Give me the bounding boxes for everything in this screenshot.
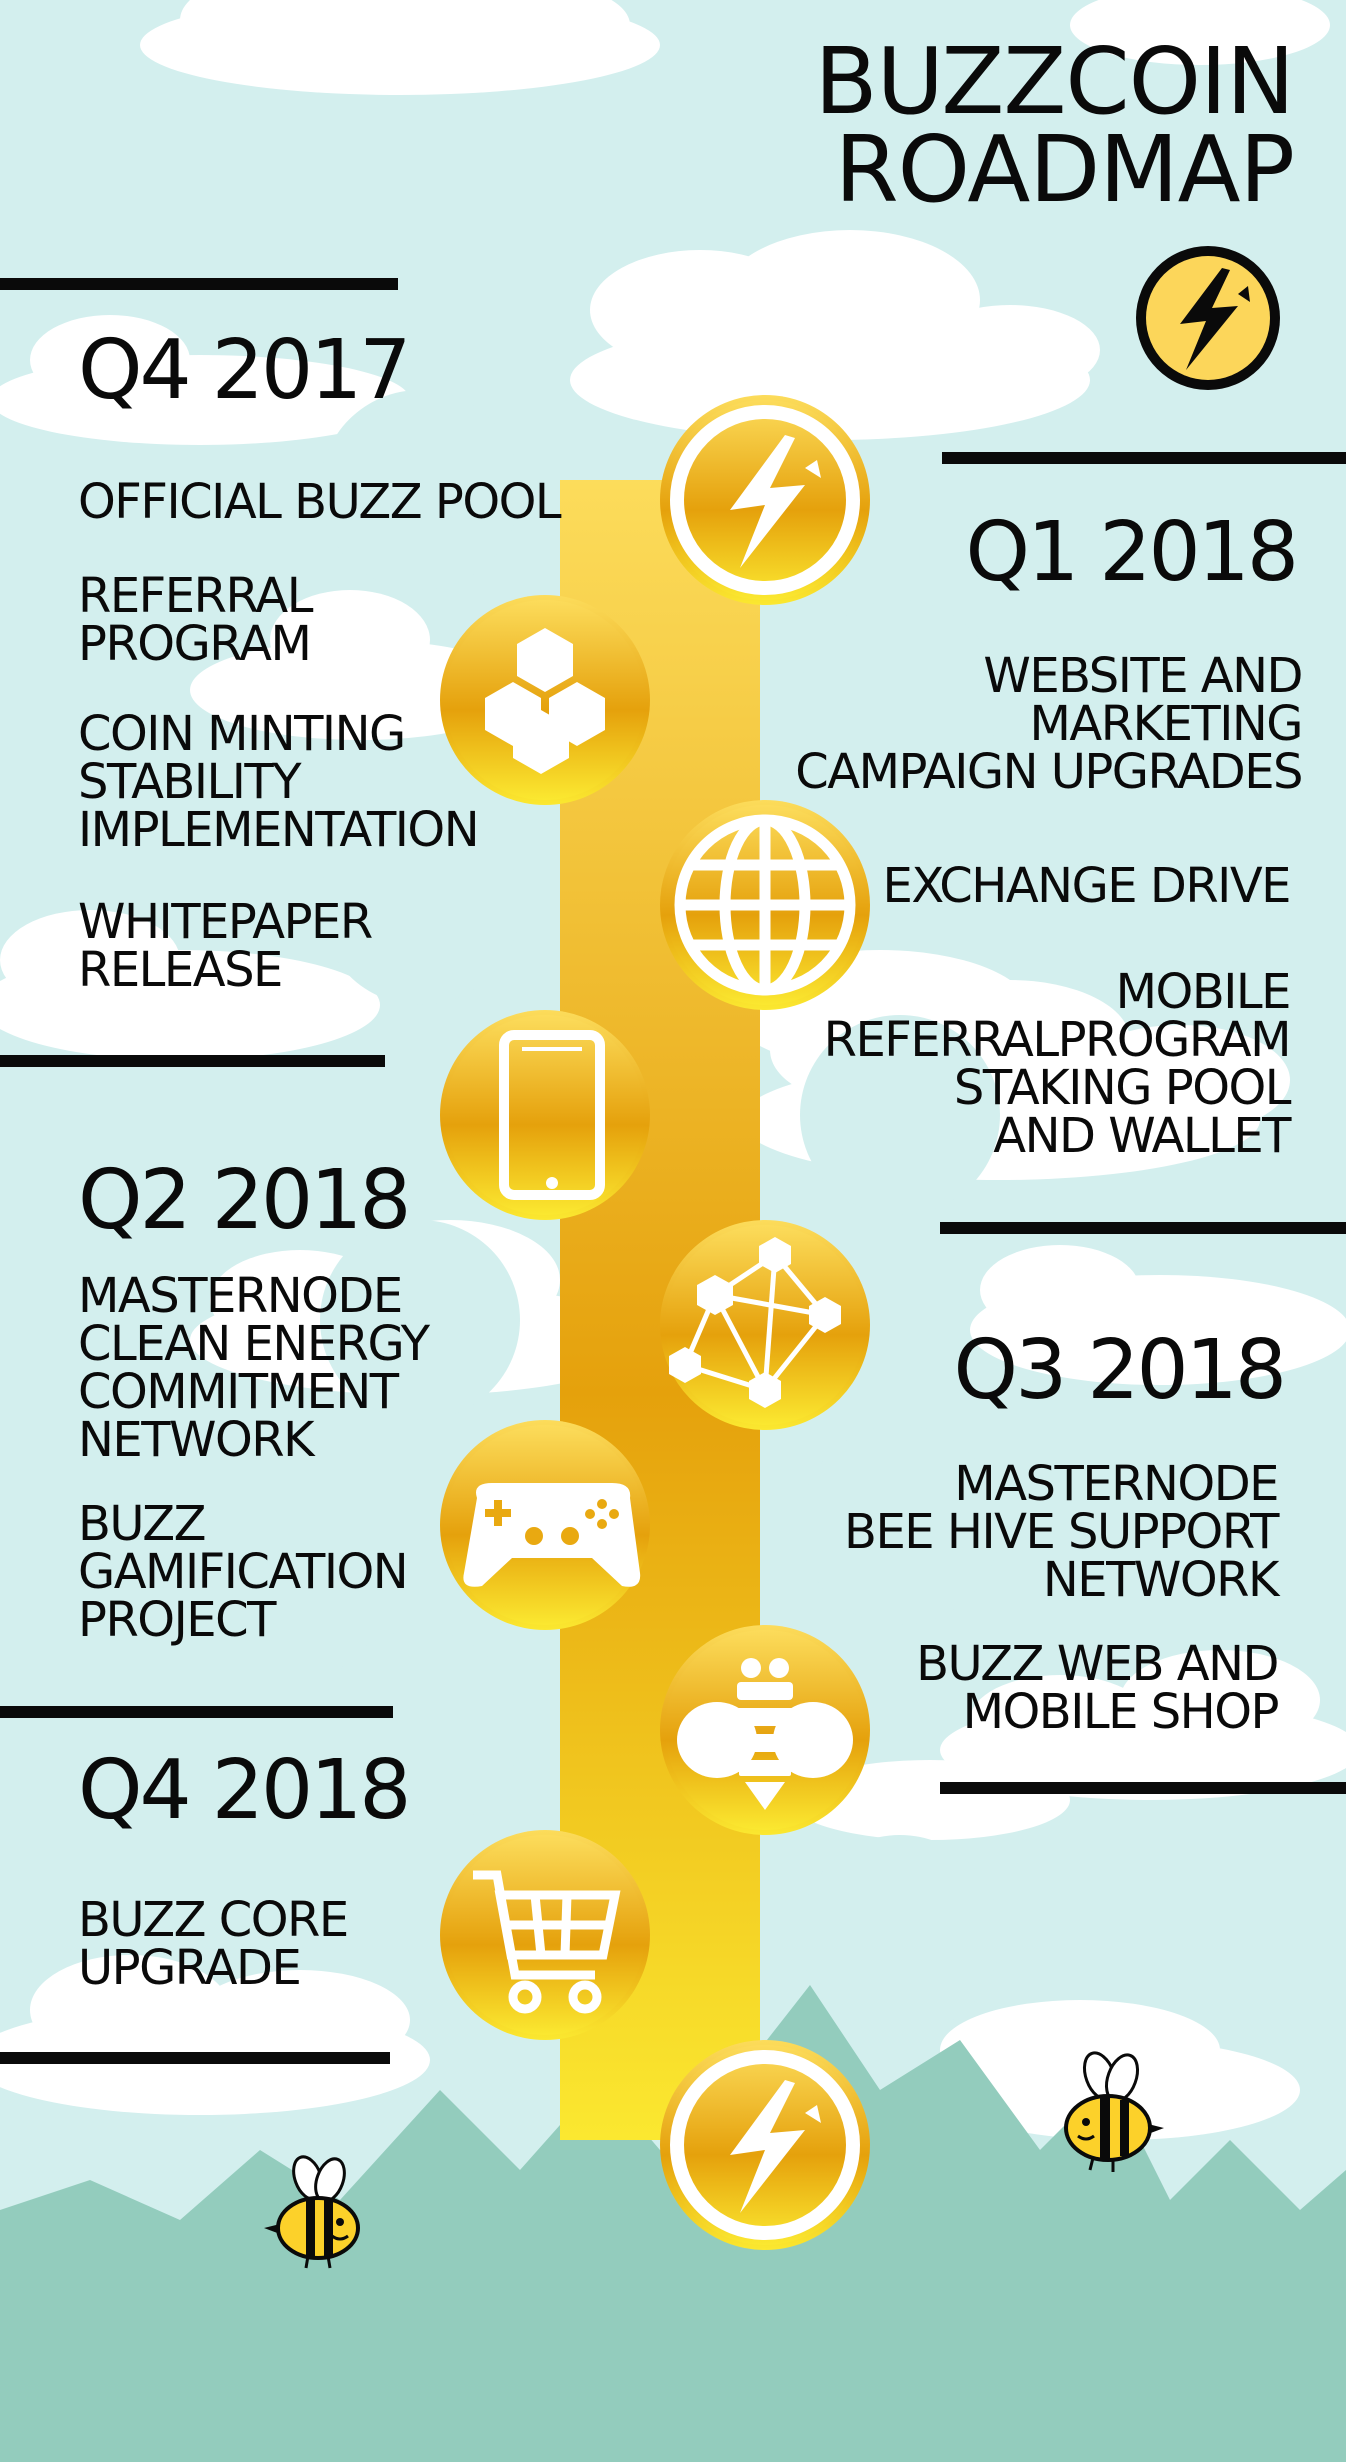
roadmap-item: BUZZ GAMIFICATION PROJECT bbox=[78, 1496, 409, 1648]
roadmap-item: BUZZ CORE UPGRADE bbox=[78, 1892, 349, 1996]
smartphone-icon bbox=[499, 1030, 605, 1200]
lightning-bolt-icon bbox=[670, 2050, 860, 2240]
roadmap-item: COIN MINTING STABILITY IMPLEMENTATION bbox=[78, 706, 480, 858]
divider-bar bbox=[0, 2052, 390, 2064]
divider-bar bbox=[0, 278, 398, 290]
globe-icon bbox=[674, 814, 856, 996]
roadmap-item: BUZZ WEB AND MOBILE SHOP bbox=[916, 1636, 1279, 1740]
page-title: BUZZCOIN ROADMAP bbox=[814, 28, 1296, 224]
roadmap-item: OFFICIAL BUZZ POOL bbox=[78, 474, 562, 530]
divider-bar bbox=[942, 452, 1346, 464]
roadmap-item: WEBSITE AND MARKETING CAMPAIGN UPGRADES bbox=[795, 648, 1303, 800]
divider-bar bbox=[0, 1055, 385, 1067]
mountains bbox=[0, 1985, 1346, 2462]
timeline-carves bbox=[320, 390, 1000, 2035]
roadmap-item: MOBILE REFERRALPROGRAM STAKING POOL AND … bbox=[823, 964, 1292, 1164]
roadmap-item: MASTERNODE CLEAN ENERGY COMMITMENT NETWO… bbox=[78, 1268, 430, 1468]
network-nodes-icon bbox=[669, 1237, 841, 1408]
divider-bar bbox=[0, 1706, 393, 1718]
divider-bar bbox=[940, 1222, 1346, 1234]
gamepad-icon bbox=[463, 1483, 641, 1587]
section-heading-q4-2018: Q4 2018 bbox=[78, 1743, 411, 1838]
bee-icon bbox=[1064, 2051, 1164, 2172]
lightning-bolt-icon bbox=[670, 405, 860, 595]
roadmap-item: WHITEPAPER RELEASE bbox=[78, 894, 373, 998]
roadmap-item: EXCHANGE DRIVE bbox=[882, 858, 1292, 914]
bee-icon bbox=[264, 2155, 360, 2269]
logo-lightning-coin-icon bbox=[1136, 246, 1280, 390]
shopping-cart-icon bbox=[473, 1870, 621, 2014]
section-heading-q2-2018: Q2 2018 bbox=[78, 1153, 411, 1248]
bee-icon bbox=[677, 1658, 853, 1810]
section-heading-q3-2018: Q3 2018 bbox=[953, 1323, 1287, 1418]
honeycomb-icon bbox=[485, 628, 605, 774]
roadmap-item: REFERRAL PROGRAM bbox=[78, 568, 313, 672]
divider-bar bbox=[940, 1782, 1346, 1794]
section-heading-q4-2017: Q4 2017 bbox=[78, 323, 411, 418]
roadmap-item: MASTERNODE BEE HIVE SUPPORT NETWORK bbox=[844, 1456, 1279, 1608]
section-heading-q1-2018: Q1 2018 bbox=[965, 505, 1299, 600]
